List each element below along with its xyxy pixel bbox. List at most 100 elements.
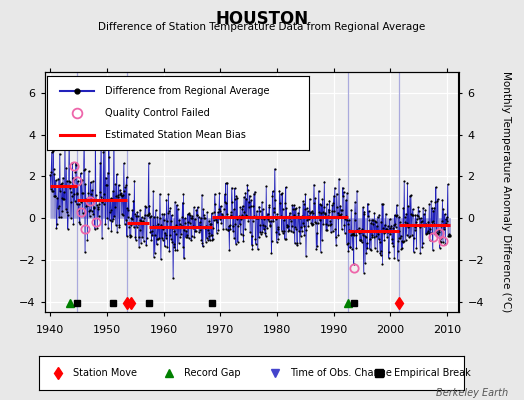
Point [237,216,245,222]
Point [111,204,119,210]
Point [375,236,383,242]
Point [237,212,246,218]
Point [187,237,195,244]
Point [339,193,347,199]
Point [430,221,438,227]
Point [190,204,198,211]
Point [197,215,205,221]
Point [425,237,434,244]
Point [122,182,130,188]
Point [295,204,303,210]
Point [166,204,174,211]
Point [113,171,121,178]
Point [388,240,397,246]
Point [326,218,335,224]
Point [67,189,75,196]
Point [265,204,273,211]
Point [82,203,91,210]
Point [438,196,446,203]
Point [263,225,271,231]
Point [206,220,215,227]
Point [228,199,236,205]
Point [417,219,425,225]
Point [137,217,146,224]
Point [187,233,195,240]
Point [298,227,306,234]
Point [345,217,353,224]
Point [238,206,246,212]
Point [419,205,427,211]
Point [144,212,152,218]
Point [211,216,220,223]
Point [255,208,264,214]
Point [112,193,121,199]
Point [283,223,292,230]
Point [66,179,74,185]
Point [205,233,214,240]
Point [178,200,187,206]
Point [194,214,203,220]
Point [438,223,446,229]
Point [209,236,217,242]
Point [271,196,279,203]
Point [227,208,235,215]
Point [440,226,448,232]
Point [329,228,337,235]
Point [407,192,415,198]
Point [342,240,351,247]
Point [439,206,447,212]
Point [255,234,263,241]
Point [184,235,193,242]
Point [240,194,248,200]
Point [389,225,397,231]
Point [135,227,144,234]
Point [94,204,102,210]
Point [279,206,287,212]
Point [202,235,211,241]
Point [391,224,400,230]
Point [223,211,231,217]
Point [105,217,114,223]
Text: Difference of Station Temperature Data from Regional Average: Difference of Station Temperature Data f… [99,22,425,32]
Point [389,243,398,250]
Point [216,216,224,222]
Point [287,228,296,234]
Point [231,221,239,228]
Point [56,150,64,157]
Point [289,229,297,236]
Point [362,234,370,240]
Point [303,208,312,214]
Point [78,177,86,184]
Point [373,223,381,229]
Point [224,227,233,233]
Point [213,218,222,225]
Point [400,178,408,185]
Point [149,188,157,194]
Point [79,190,88,196]
Point [119,160,128,166]
Point [169,240,178,247]
Point [382,226,390,232]
Point [404,203,412,210]
Point [356,236,364,243]
Point [81,249,89,256]
Point [233,194,242,201]
Point [413,212,422,218]
Point [334,210,342,216]
Point [310,200,319,207]
Point [266,223,275,229]
Point [103,169,112,176]
Point [239,238,248,244]
Point [430,204,439,211]
Point [378,260,387,267]
Point [129,224,138,231]
Point [365,246,374,252]
Point [140,214,148,221]
Point [422,231,430,237]
Point [235,213,244,220]
Point [375,239,384,245]
Point [270,209,278,215]
Point [278,227,286,234]
Point [446,233,454,239]
Point [87,191,95,197]
